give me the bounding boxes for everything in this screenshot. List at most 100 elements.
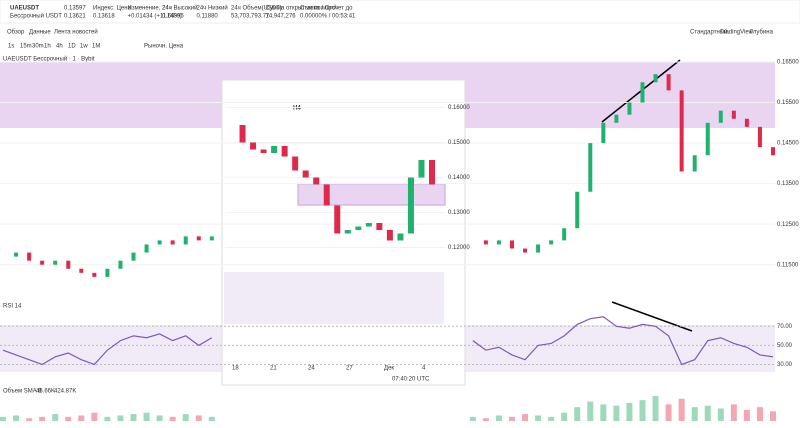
toolbar-item[interactable]: Рыночн. Цена bbox=[144, 44, 184, 50]
inset-x-label: Дек bbox=[384, 366, 394, 372]
toolbar-item[interactable]: 1s bbox=[8, 44, 14, 50]
volume-bar bbox=[639, 400, 646, 421]
inset-candle bbox=[365, 223, 372, 227]
y-tick-label: 0.15500 bbox=[777, 100, 799, 106]
volume-bar bbox=[730, 404, 737, 421]
inset-candle bbox=[239, 125, 246, 143]
volume-bar bbox=[52, 414, 59, 421]
toolbar-item[interactable]: 1D bbox=[68, 44, 76, 50]
candle bbox=[14, 252, 19, 257]
candle bbox=[496, 240, 501, 245]
view-tab[interactable]: TradingView bbox=[720, 30, 754, 36]
candle bbox=[666, 74, 671, 91]
candle bbox=[157, 240, 162, 245]
toolbar-item[interactable]: 30m bbox=[32, 44, 44, 50]
volume-bar bbox=[117, 415, 124, 421]
toolbar-item[interactable]: 1w bbox=[80, 44, 88, 50]
y-tick-label: 0.12500 bbox=[777, 222, 799, 228]
inset-candle bbox=[418, 160, 425, 178]
candle bbox=[170, 240, 175, 245]
candle bbox=[614, 114, 619, 123]
candle bbox=[105, 268, 110, 277]
inset-title: H4 bbox=[293, 106, 301, 112]
inset-candle bbox=[334, 205, 341, 234]
toolbar-item[interactable]: 4h bbox=[56, 44, 63, 50]
rsi-line bbox=[2, 316, 774, 366]
inset-candle bbox=[292, 156, 299, 171]
inset-x-label: 18 bbox=[232, 366, 239, 372]
last-price: 0.13597 bbox=[64, 6, 86, 12]
volume-bar bbox=[130, 414, 137, 421]
inset-tick-label: 0.16000 bbox=[448, 105, 470, 111]
view-tab[interactable]: Стандартный bbox=[690, 29, 727, 36]
trendline bbox=[611, 301, 693, 332]
toolbar-item[interactable]: 1M bbox=[92, 44, 100, 50]
mark-price: 0.13621 bbox=[64, 14, 86, 20]
volume-bar bbox=[652, 396, 659, 421]
volume-bar bbox=[143, 412, 150, 421]
candle bbox=[601, 122, 606, 144]
candle bbox=[79, 268, 84, 273]
candle bbox=[562, 228, 567, 241]
stat-value: 0.11880 bbox=[197, 14, 219, 20]
tab[interactable]: Лента новостей bbox=[54, 29, 98, 36]
candle bbox=[523, 248, 528, 253]
volume-bar bbox=[600, 404, 607, 421]
rsi-tick-label: 70.00 bbox=[777, 324, 793, 330]
candle bbox=[509, 240, 514, 249]
inset-candle bbox=[260, 149, 267, 153]
inset-zone bbox=[297, 183, 446, 206]
toolbar-item[interactable]: 15m bbox=[20, 44, 32, 50]
candle bbox=[731, 110, 736, 119]
stat-label: Индекс. Цена bbox=[93, 6, 132, 12]
volume-bar bbox=[508, 416, 515, 421]
rsi-tick-label: 30.00 bbox=[777, 362, 793, 368]
y-tick-label: 0.16500 bbox=[777, 60, 799, 66]
header-bar bbox=[0, 0, 800, 24]
subtitle: Бессрочный USDT bbox=[10, 13, 62, 20]
inset-tick-label: 0.14000 bbox=[448, 175, 470, 181]
candle bbox=[744, 118, 749, 127]
inset-tick-label: 0.15000 bbox=[448, 140, 470, 146]
inset-candle bbox=[344, 230, 351, 234]
candle bbox=[575, 191, 580, 229]
volume-bar bbox=[717, 408, 724, 421]
tab[interactable]: Обзор bbox=[7, 30, 25, 36]
inset-tick-label: 0.12000 bbox=[448, 245, 470, 251]
candle bbox=[196, 236, 201, 241]
volume-bar bbox=[39, 416, 46, 421]
view-tab[interactable]: Глубина bbox=[750, 30, 774, 36]
candle bbox=[118, 260, 123, 269]
stat-label: 24ч Объем(USDT) bbox=[231, 6, 282, 12]
candle bbox=[757, 126, 762, 148]
volume-bar bbox=[704, 405, 711, 421]
volume-bar bbox=[535, 415, 542, 421]
volume-bar bbox=[561, 412, 568, 421]
inset-candle bbox=[407, 177, 414, 234]
inset bbox=[221, 79, 466, 386]
volume-bar bbox=[169, 416, 176, 421]
volume-bar bbox=[104, 416, 111, 421]
inset-x-label: 4 bbox=[422, 366, 426, 372]
volume-bar bbox=[756, 407, 763, 421]
legend-vol-b: 424.87K bbox=[54, 389, 76, 395]
stat-label: Сумма открытых позиций bbox=[266, 5, 337, 12]
stat-label: Изменение, 24ч bbox=[128, 6, 172, 12]
volume-bar bbox=[587, 401, 594, 421]
volume-bar bbox=[469, 416, 476, 421]
stat-label: 24ч Низкий bbox=[197, 5, 228, 12]
volume-bar bbox=[548, 416, 555, 421]
stat-value: 0.00000% / 00:53:41 bbox=[300, 14, 356, 20]
stat-value: 53,703,793.77 bbox=[231, 14, 270, 20]
toolbar-item[interactable]: 1h bbox=[44, 44, 51, 50]
symbol: UAEUSDT bbox=[10, 6, 39, 12]
stat-label: Ставка / Отсчет до bbox=[300, 6, 353, 12]
inset-x-label: 27 bbox=[346, 366, 353, 372]
inset-candle bbox=[323, 184, 330, 206]
tab[interactable]: Данные bbox=[29, 30, 51, 36]
inset-rsi-pane bbox=[224, 272, 444, 324]
legend-volume: Объем SMA 9 bbox=[3, 389, 42, 395]
volume-bar bbox=[691, 407, 698, 421]
inset-candle bbox=[429, 160, 435, 185]
